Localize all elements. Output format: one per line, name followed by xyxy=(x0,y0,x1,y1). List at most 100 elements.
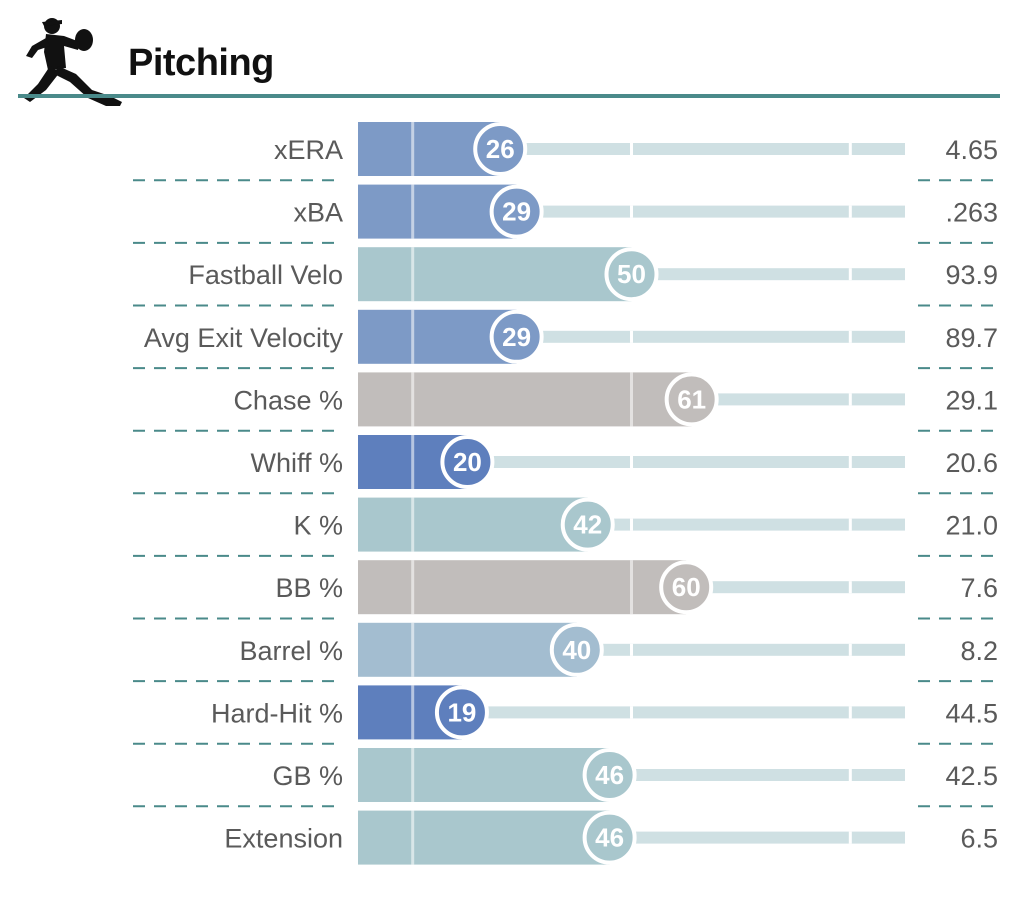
category-label: xERA xyxy=(274,135,343,165)
percentile-badge xyxy=(549,622,604,677)
percentile-bar xyxy=(358,748,610,802)
chart-rows: 26 xERA 4.65 29 xBA .263 50 Fastball Velo 93.9 29… xyxy=(133,122,1000,865)
category-label: GB % xyxy=(272,761,343,791)
track-tick xyxy=(848,769,852,781)
track-bar xyxy=(516,330,905,343)
stat-value: 4.65 xyxy=(945,135,998,165)
track-tick xyxy=(630,330,633,343)
track-bar xyxy=(461,706,905,719)
bar-tick xyxy=(411,685,415,740)
percentile-label: 29 xyxy=(502,197,531,227)
track-tick xyxy=(848,581,852,594)
stat-value: 7.6 xyxy=(960,573,998,603)
percentile-bar xyxy=(358,810,610,865)
chart-row: 61 Chase % 29.1 xyxy=(133,372,1000,432)
percentile-badge xyxy=(489,309,544,364)
chart-row: 29 Avg Exit Velocity 89.7 xyxy=(133,309,1000,370)
track-tick xyxy=(630,205,633,218)
bar-tick xyxy=(411,184,415,239)
percentile-bar xyxy=(358,372,692,427)
stat-value: 8.2 xyxy=(960,636,998,666)
track-tick xyxy=(848,643,852,656)
track-bar xyxy=(631,268,905,281)
percentile-badge xyxy=(604,247,659,302)
percentile-label: 19 xyxy=(447,697,476,727)
percentile-bar xyxy=(358,560,687,615)
percentile-badge xyxy=(560,497,615,552)
track-bar xyxy=(609,831,905,844)
category-label: Extension xyxy=(224,824,343,854)
track-tick xyxy=(630,143,633,155)
track-bar xyxy=(467,456,905,468)
track-bar xyxy=(576,643,905,656)
bar-tick xyxy=(411,560,415,615)
track-tick xyxy=(630,456,633,468)
percentile-label: 40 xyxy=(562,635,591,665)
category-label: Barrel % xyxy=(239,636,343,666)
track-tick xyxy=(848,456,852,468)
bar-tick xyxy=(630,560,633,615)
category-label: xBA xyxy=(293,198,343,228)
stat-value: 44.5 xyxy=(945,698,998,728)
track-tick xyxy=(630,518,633,531)
percentile-bar xyxy=(358,622,577,677)
track-bar xyxy=(516,205,905,218)
track-bar xyxy=(500,143,905,155)
track-tick xyxy=(630,643,633,656)
stat-value: 93.9 xyxy=(945,260,998,290)
stat-value: 29.1 xyxy=(945,385,998,415)
track-bar xyxy=(686,581,905,594)
bar-tick xyxy=(630,372,633,427)
track-bar xyxy=(587,518,905,531)
bar-tick xyxy=(411,247,415,302)
track-tick xyxy=(848,706,852,719)
stat-value: 20.6 xyxy=(945,448,998,478)
stat-value: 42.5 xyxy=(945,761,998,791)
chart-row: 60 BB % 7.6 xyxy=(133,560,1000,620)
track-tick xyxy=(848,205,852,218)
bar-tick xyxy=(411,748,415,802)
percentile-bar xyxy=(358,247,632,302)
chart-row: 46 Extension 6.5 xyxy=(224,810,998,865)
chart-row: 42 K % 21.0 xyxy=(133,497,1000,557)
percentile-badge xyxy=(582,810,637,865)
stat-value: 6.5 xyxy=(960,824,998,854)
header-divider xyxy=(18,94,1000,98)
percentile-label: 50 xyxy=(617,259,646,289)
percentile-label: 29 xyxy=(502,322,531,352)
percentile-badge xyxy=(582,748,637,802)
chart-row: 46 GB % 42.5 xyxy=(133,748,1000,808)
bar-tick xyxy=(411,122,415,176)
bar-tick xyxy=(411,372,415,427)
bar-tick xyxy=(411,309,415,364)
percentile-label: 46 xyxy=(595,760,624,790)
track-tick xyxy=(848,518,852,531)
chart-row: 26 xERA 4.65 xyxy=(133,122,1000,182)
track-tick xyxy=(848,143,852,155)
percentile-bar xyxy=(358,497,588,552)
percentile-badge xyxy=(473,122,528,176)
bar-tick xyxy=(411,810,415,865)
chart-title: Pitching xyxy=(128,42,274,84)
track-tick xyxy=(848,330,852,343)
chart-row: 40 Barrel % 8.2 xyxy=(133,622,1000,683)
track-tick xyxy=(848,268,852,281)
percentile-badge xyxy=(664,372,719,427)
percentile-label: 61 xyxy=(677,384,706,414)
percentile-label: 46 xyxy=(595,823,624,853)
chart-row: 20 Whiff % 20.6 xyxy=(133,435,1000,495)
chart-row: 29 xBA .263 xyxy=(133,184,1000,244)
header: Pitching xyxy=(0,0,1024,110)
category-label: Chase % xyxy=(233,385,343,415)
percentile-label: 26 xyxy=(486,134,515,164)
stat-value: .263 xyxy=(945,198,998,228)
percentile-badge xyxy=(659,560,714,615)
percentile-label: 60 xyxy=(672,572,701,602)
stat-value: 21.0 xyxy=(945,511,998,541)
category-label: Hard-Hit % xyxy=(211,698,343,728)
bar-tick xyxy=(411,435,415,489)
percentile-badge xyxy=(440,435,495,489)
category-label: K % xyxy=(293,511,343,541)
track-tick xyxy=(848,831,852,844)
category-label: Avg Exit Velocity xyxy=(144,323,344,353)
